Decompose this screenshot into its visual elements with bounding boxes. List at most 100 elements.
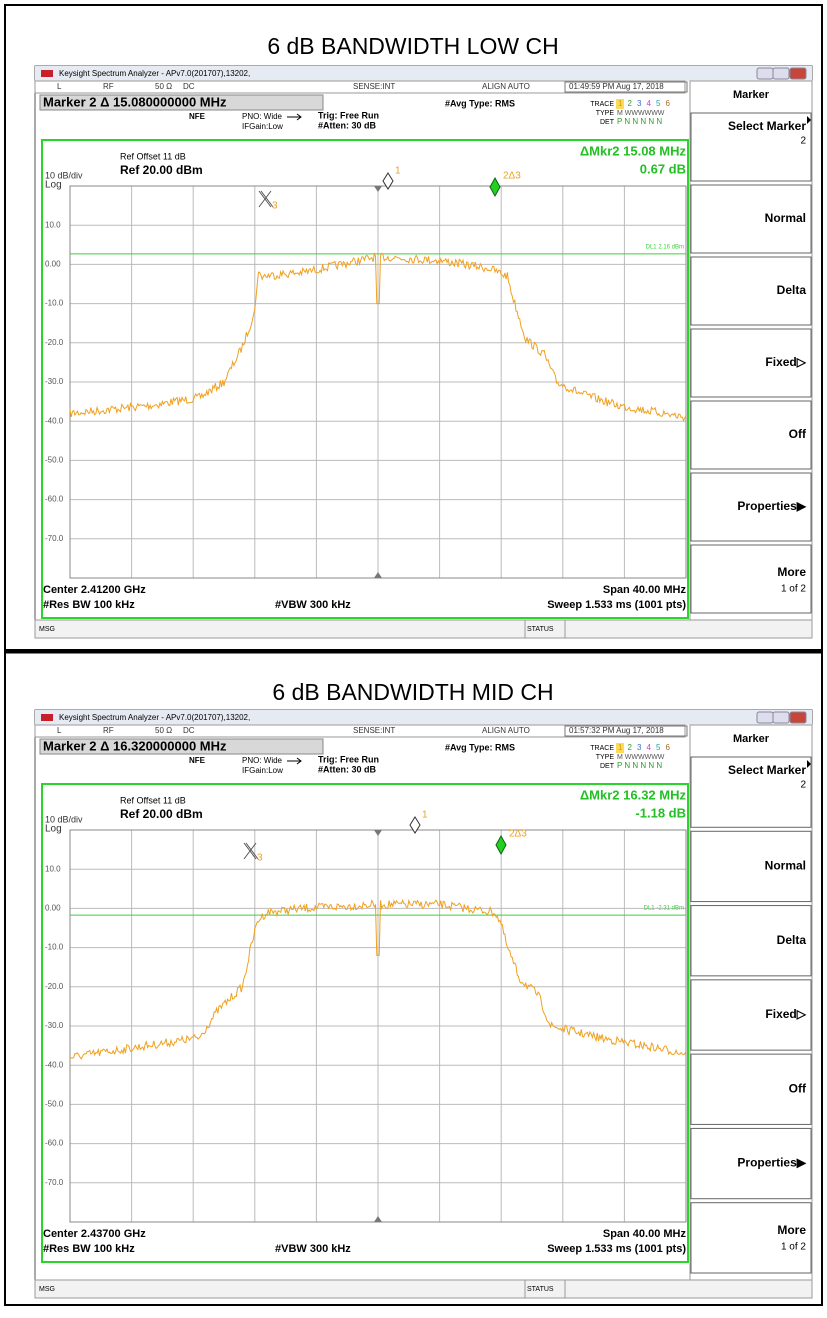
softkey-label: Select Marker	[728, 763, 806, 777]
softkey-header: Marker	[733, 89, 770, 101]
marker-label: 3	[272, 201, 278, 212]
y-label: 10.0	[45, 220, 61, 229]
y-label: -70.0	[45, 1178, 64, 1187]
window-button	[757, 68, 773, 79]
softkey-label: Normal	[765, 211, 806, 225]
marker-label: 2Δ3	[503, 171, 521, 182]
center-freq: Center 2.43700 GHz	[43, 1228, 146, 1240]
span: Span 40.00 MHz	[603, 1228, 687, 1240]
res-bw: #Res BW 100 kHz	[43, 1243, 135, 1255]
trace-number: 3	[637, 743, 642, 752]
type-label: TYPE	[596, 754, 615, 761]
marker-label: 2Δ3	[509, 829, 527, 840]
y-label: -40.0	[45, 1060, 64, 1069]
trace-number: 6	[666, 99, 671, 108]
y-label: -20.0	[45, 982, 64, 991]
status-bar	[35, 1280, 812, 1298]
det-value: P N N N N N	[617, 761, 662, 770]
avg-type: #Avg Type: RMS	[445, 98, 515, 108]
trace-number: 5	[656, 99, 661, 108]
pno: PNO: Wide	[242, 756, 283, 765]
delta-marker-freq: ΔMkr2 15.08 MHz	[580, 143, 687, 158]
marker-readout: Marker 2 Δ 16.320000000 MHz	[43, 738, 227, 753]
trace-number: 2	[628, 743, 633, 752]
y-label: 0.00	[45, 260, 61, 269]
window-title: Keysight Spectrum Analyzer - APv7.0(2017…	[59, 713, 250, 722]
spectrum-panel: Keysight Spectrum Analyzer - APv7.0(2017…	[35, 710, 812, 1298]
window-button	[790, 68, 806, 79]
trig: Trig: Free Run	[318, 110, 379, 120]
vbw: #VBW 300 kHz	[275, 599, 351, 611]
sweep: Sweep 1.533 ms (1001 pts)	[547, 1243, 686, 1255]
status: STATUS	[527, 1286, 554, 1293]
y-label: -30.0	[45, 1021, 64, 1030]
window-button	[773, 712, 789, 723]
status-bar	[35, 620, 812, 638]
trace-number: 5	[656, 743, 661, 752]
panel-title: 6 dB BANDWIDTH LOW CH	[267, 33, 558, 59]
softkey-label: More	[777, 1223, 806, 1237]
app-icon	[41, 70, 53, 77]
scale-type: Log	[45, 180, 62, 191]
det-label: DET	[600, 119, 615, 126]
softkey[interactable]	[691, 1203, 811, 1273]
atten: #Atten: 30 dB	[318, 764, 377, 774]
trace-label: TRACE	[590, 101, 614, 108]
res-bw: #Res BW 100 kHz	[43, 599, 135, 611]
marker-label: 3	[257, 853, 263, 864]
type-label: TYPE	[596, 110, 615, 117]
trace-number: 4	[647, 99, 652, 108]
window-button	[790, 712, 806, 723]
span: Span 40.00 MHz	[603, 584, 687, 596]
plot-frame	[42, 784, 688, 1262]
softkey-label: Properties▶	[737, 499, 806, 513]
status-item: RF	[103, 82, 114, 91]
trace-number: 1	[618, 743, 623, 752]
status-item: 01:57:32 PM Aug 17, 2018	[569, 726, 664, 735]
atten: #Atten: 30 dB	[318, 120, 377, 130]
det-label: DET	[600, 763, 615, 770]
delta-marker-amp: -1.18 dB	[635, 805, 686, 820]
y-label: -30.0	[45, 377, 64, 386]
trace-number: 6	[666, 743, 671, 752]
more-page: 1 of 2	[781, 584, 806, 595]
ifgain: IFGain:Low	[242, 766, 283, 775]
window-button	[757, 712, 773, 723]
y-label: -10.0	[45, 299, 64, 308]
vbw: #VBW 300 kHz	[275, 1243, 351, 1255]
center-freq: Center 2.41200 GHz	[43, 584, 146, 596]
trace-number: 1	[618, 99, 623, 108]
scale-type: Log	[45, 824, 62, 835]
y-label: 0.00	[45, 904, 61, 913]
ref-level: Ref 20.00 dBm	[120, 163, 203, 177]
status-item: 50 Ω	[155, 82, 172, 91]
trace-number: 4	[647, 743, 652, 752]
status-item: ALIGN AUTO	[482, 726, 530, 735]
y-label: -10.0	[45, 943, 64, 952]
spectrum-panel: Keysight Spectrum Analyzer - APv7.0(2017…	[35, 66, 812, 638]
status-item: L	[57, 82, 62, 91]
y-label: -70.0	[45, 534, 64, 543]
trace-number: 2	[628, 99, 633, 108]
ref-offset: Ref Offset 11 dB	[120, 151, 186, 161]
ref-offset: Ref Offset 11 dB	[120, 795, 186, 805]
softkey-label: Normal	[765, 859, 806, 873]
type-value: M WWWWWW	[617, 754, 665, 761]
marker-label: 1	[395, 166, 401, 177]
y-label: -40.0	[45, 416, 64, 425]
app-icon	[41, 714, 53, 721]
softkey-label: Properties▶	[737, 1156, 806, 1170]
softkey-header: Marker	[733, 733, 770, 745]
plot-frame	[42, 140, 688, 618]
det-value: P N N N N N	[617, 117, 662, 126]
status-item: RF	[103, 726, 114, 735]
y-label: -50.0	[45, 1100, 64, 1109]
softkey-label: Select Marker	[728, 119, 806, 133]
ifgain: IFGain:Low	[242, 122, 283, 131]
display-line-label: DL1 -2.31 dBm	[644, 906, 684, 912]
select-marker-value: 2	[800, 780, 806, 791]
softkey-label: More	[777, 565, 806, 579]
softkey-label: Off	[789, 1081, 807, 1095]
softkey-label: Off	[789, 427, 807, 441]
trig: Trig: Free Run	[318, 754, 379, 764]
